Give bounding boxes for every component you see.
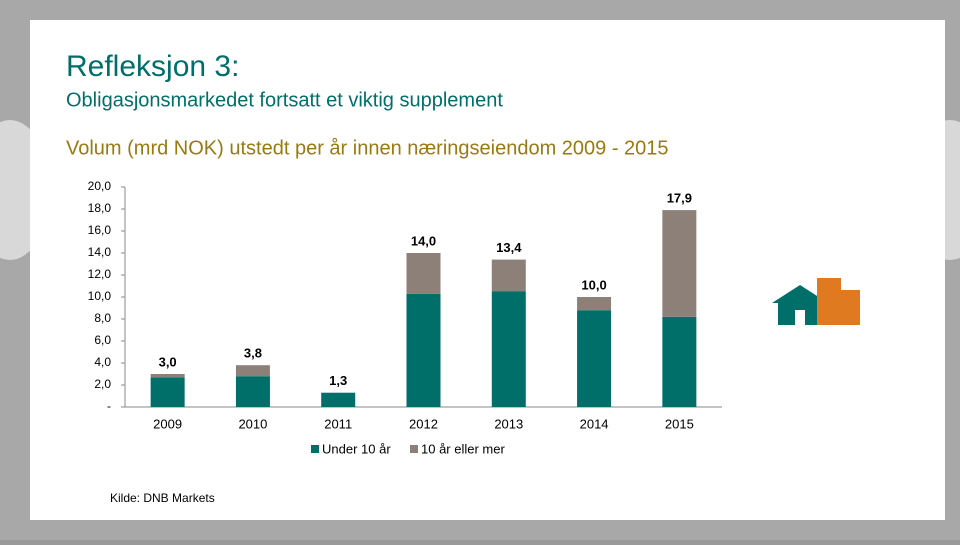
total-label: 1,3 [329,373,347,388]
x-tick-label: 2009 [153,416,182,431]
bar-segment [491,259,526,292]
board [30,20,945,520]
y-tick-label: 14,0 [88,245,112,259]
bar-segment [662,316,697,407]
y-tick-label: 10,0 [88,289,112,303]
legend-label: 10 år eller mer [421,441,505,456]
y-tick-label: 20,0 [88,179,112,193]
y-tick-label: 16,0 [88,223,112,237]
y-tick-label: 12,0 [88,267,112,281]
chart-title: Volum (mrd NOK) utstedt per år innen nær… [66,137,669,159]
total-label: 3,8 [244,346,262,361]
bar-segment [150,374,185,378]
slide-subtitle: Obligasjonsmarkedet fortsatt et viktig s… [66,89,503,111]
y-tick-label: 4,0 [94,355,111,369]
y-tick-label: - [107,399,111,413]
legend-swatch [311,445,319,453]
y-tick-label: 18,0 [88,201,112,215]
x-tick-label: 2010 [238,416,267,431]
x-tick-label: 2015 [665,416,694,431]
x-tick-label: 2014 [580,416,609,431]
bar-segment [150,377,185,407]
bar-segment [406,253,441,294]
source: Kilde: DNB Markets [110,491,215,505]
total-label: 10,0 [581,277,606,292]
bar-segment [491,291,526,407]
legend-swatch [410,445,418,453]
building-icon [772,278,860,325]
y-tick-label: 2,0 [94,377,111,391]
bar-segment [662,210,697,317]
bar-segment [577,297,612,311]
total-label: 3,0 [159,354,177,369]
bar-segment [577,310,612,407]
bar-segment [235,365,270,377]
x-tick-label: 2012 [409,416,438,431]
legend-label: Under 10 år [322,441,391,456]
y-tick-label: 6,0 [94,333,111,347]
bar-segment [235,376,270,407]
bar-segment [406,293,441,407]
total-label: 13,4 [496,240,522,255]
y-tick-label: 8,0 [94,311,111,325]
bar-segment [321,392,356,407]
x-tick-label: 2013 [494,416,523,431]
total-label: 14,0 [411,233,436,248]
x-tick-label: 2011 [324,416,352,431]
total-label: 17,9 [667,191,692,206]
slide-title: Refleksjon 3: [66,50,239,83]
